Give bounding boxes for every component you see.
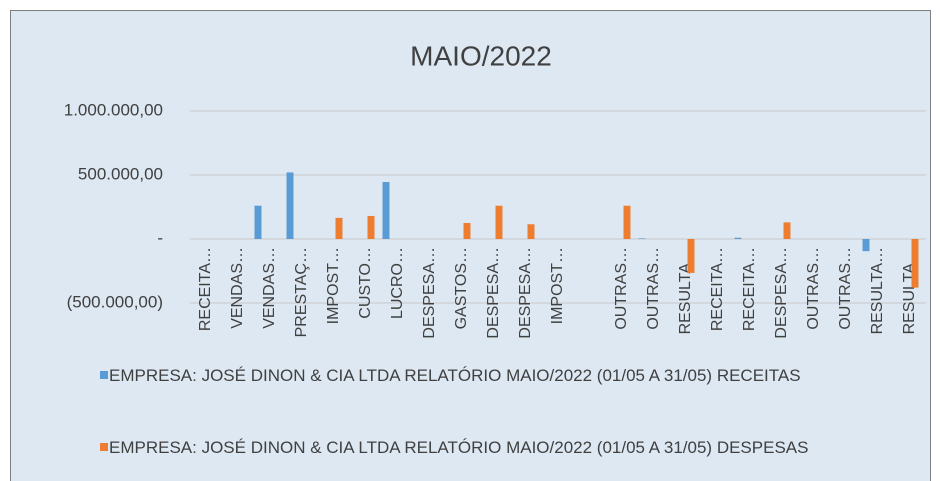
bar (527, 224, 535, 239)
chart-title: MAIO/2022 (410, 40, 552, 71)
x-tick-label: PRESTAÇ… (293, 247, 310, 337)
x-tick-label: VENDAS… (261, 247, 278, 329)
legend-label: EMPRESA: JOSÉ DINON & CIA LTDA RELATÓRIO… (109, 366, 801, 385)
y-tick-label: 500.000,00 (78, 164, 163, 183)
bar (367, 215, 375, 239)
bar (734, 237, 742, 239)
y-tick-label: (500.000,00) (67, 292, 163, 311)
legend-label: EMPRESA: JOSÉ DINON & CIA LTDA RELATÓRIO… (109, 438, 809, 457)
x-tick-label: OUTRAS… (805, 247, 822, 330)
x-tick-label: IMPOST… (325, 247, 342, 324)
bar (495, 205, 503, 239)
x-tick-label: DESPESA… (421, 247, 438, 339)
x-tick-label: DESPESA… (773, 247, 790, 339)
x-tick-label: RESULTA… (869, 247, 886, 334)
x-tick-label: LUCRO… (389, 247, 406, 319)
bar (286, 172, 294, 239)
x-tick-label: CUSTO… (357, 247, 374, 319)
x-tick-label: GASTOS… (453, 247, 470, 329)
legend-entry: EMPRESA: JOSÉ DINON & CIA LTDA RELATÓRIO… (100, 363, 909, 389)
bar (862, 239, 870, 252)
x-tick-label: VENDAS… (229, 247, 246, 329)
legend-swatch (100, 443, 108, 451)
bar (463, 223, 471, 239)
chart-area: MAIO/2022 (500.000,00) - 500.000,00 1.000.0… (10, 10, 931, 481)
bar (254, 205, 262, 239)
x-tick-label: RECEITA… (741, 247, 758, 331)
legend-entry: EMPRESA: JOSÉ DINON & CIA LTDA RELATÓRIO… (100, 435, 909, 461)
x-tick-label: OUTRAS… (645, 247, 662, 330)
bar (382, 182, 390, 239)
x-tick-label: DESPESA… (517, 247, 534, 339)
bar (335, 217, 343, 239)
x-tick-label: OUTRAS… (613, 247, 630, 330)
chart: MAIO/2022 (500.000,00) - 500.000,00 1.000.0… (64, 40, 926, 339)
x-tick-label: IMPOST… (549, 247, 566, 324)
x-tick-label: OUTRAS… (837, 247, 854, 330)
y-tick-label: 1.000.000,00 (64, 100, 163, 119)
bar (623, 205, 631, 239)
y-tick-label: - (157, 228, 163, 247)
x-tick-label: RECEITA… (709, 247, 726, 331)
x-tick-label: RECEITA… (197, 247, 214, 331)
x-tick-label: DESPESA… (485, 247, 502, 339)
bar (638, 238, 646, 239)
bar (687, 239, 695, 273)
bar (783, 222, 791, 239)
legend-swatch (100, 371, 108, 379)
bar (911, 239, 919, 288)
